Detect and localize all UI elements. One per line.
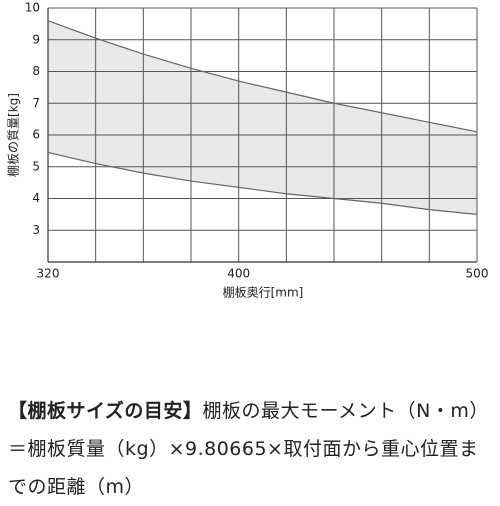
y-tick-label: 5 — [32, 159, 40, 173]
x-tick-label: 320 — [37, 267, 60, 281]
y-tick-label: 7 — [32, 96, 40, 110]
x-tick-label: 500 — [466, 267, 489, 281]
y-tick-label: 8 — [32, 64, 40, 78]
y-axis-title: 棚板の質量[kg] — [6, 93, 21, 177]
y-tick-label: 4 — [32, 191, 40, 205]
note: 【棚板サイズの目安】棚板の最大モーメント（N・m）＝棚板質量（kg）×9.806… — [8, 392, 496, 506]
note-text: 棚板の最大モーメント（N・m）＝棚板質量（kg）×9.80665×取付面から重心… — [8, 400, 489, 498]
y-tick-label: 10 — [25, 1, 40, 15]
band-fill — [48, 20, 477, 215]
y-tick-label: 3 — [32, 223, 40, 237]
x-axis-title: 棚板奥行[mm] — [223, 285, 304, 300]
note-heading: 【棚板サイズの目安】 — [8, 400, 203, 422]
chart: 棚板の質量[kg] 棚板奥行[mm] 3 4 5 6 7 8 9 10 320 400 500 — [6, 1, 489, 300]
low-line — [47, 151, 478, 215]
y-tick-label: 9 — [32, 32, 40, 46]
high-line — [47, 20, 478, 133]
y-tick-label: 6 — [32, 128, 40, 142]
x-tick-label: 400 — [227, 267, 250, 281]
